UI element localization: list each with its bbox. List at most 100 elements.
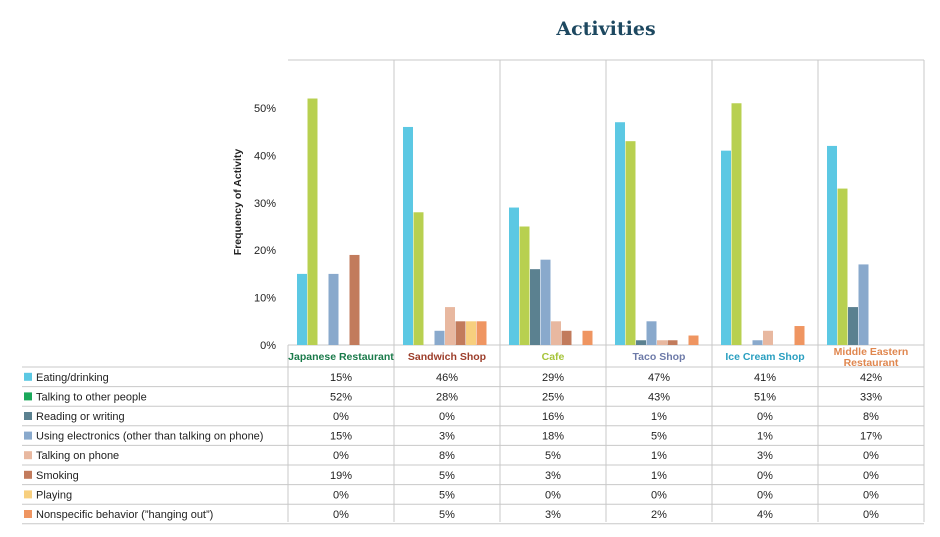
table-cell: 8% — [439, 450, 455, 462]
table-cell: 17% — [860, 431, 882, 443]
table-cell: 0% — [545, 489, 561, 501]
bar — [519, 226, 530, 345]
bar — [721, 150, 731, 345]
bar — [403, 126, 413, 346]
legend-marker — [24, 431, 32, 440]
bar — [827, 145, 837, 345]
bar — [752, 340, 763, 345]
row-label: Talking to other people — [36, 391, 147, 403]
table-cell: 25% — [542, 391, 564, 403]
row-label: Smoking — [36, 470, 79, 482]
y-tick-label: 50% — [254, 103, 276, 115]
table-cell: 18% — [542, 431, 564, 443]
bar — [561, 330, 572, 345]
row-label: Eating/drinking — [36, 372, 109, 384]
table-cell: 42% — [860, 372, 882, 384]
bar — [688, 335, 699, 345]
table-cell: 19% — [330, 470, 352, 482]
table-cell: 47% — [648, 372, 670, 384]
row-label: Reading or writing — [36, 411, 125, 423]
bar — [413, 212, 424, 345]
table-cell: 0% — [333, 509, 349, 521]
y-tick-label: 40% — [254, 150, 276, 162]
table-cell: 1% — [757, 431, 773, 443]
bar — [297, 273, 307, 345]
bar — [540, 259, 551, 345]
legend-marker — [24, 510, 32, 518]
category-label: Ice Cream Shop — [725, 351, 804, 363]
table-cell: 29% — [542, 372, 564, 384]
legend-marker — [24, 412, 32, 420]
bar — [328, 273, 339, 345]
legend-marker — [24, 372, 32, 381]
bar — [615, 122, 625, 345]
bar — [667, 340, 678, 345]
table-cell: 1% — [651, 450, 667, 462]
table-cell: 5% — [545, 450, 561, 462]
row-label: Using electronics (other than talking on… — [36, 431, 263, 443]
table-cell: 46% — [436, 372, 458, 384]
table-cell: 0% — [333, 489, 349, 501]
table-cell: 15% — [330, 372, 352, 384]
table-cell: 0% — [757, 489, 773, 501]
table-cell: 3% — [545, 470, 561, 482]
bar — [858, 264, 869, 345]
table-cell: 5% — [439, 509, 455, 521]
bar — [646, 321, 657, 345]
bar — [476, 321, 487, 345]
category-label: Japanese Restaurant — [288, 351, 394, 363]
table-cell: 16% — [542, 411, 564, 423]
table-cell: 52% — [330, 391, 352, 403]
bar — [349, 254, 360, 345]
bar — [848, 307, 858, 345]
bar — [307, 98, 318, 346]
table-cell: 0% — [863, 470, 879, 482]
table-cell: 4% — [757, 509, 773, 521]
table-cell: 1% — [651, 411, 667, 423]
table-cell: 33% — [860, 391, 882, 403]
table-cell: 0% — [757, 470, 773, 482]
table-cell: 28% — [436, 391, 458, 403]
row-label: Playing — [36, 489, 72, 501]
table-cell: 5% — [439, 470, 455, 482]
category-label: Cafe — [542, 351, 565, 363]
y-axis-label: Frequency of Activity — [232, 149, 244, 256]
bar — [794, 326, 805, 345]
table-cell: 41% — [754, 372, 776, 384]
table-cell: 0% — [333, 450, 349, 462]
bar — [731, 103, 742, 345]
table-cell: 3% — [439, 431, 455, 443]
category-label: Sandwich Shop — [408, 351, 486, 363]
bar — [551, 321, 561, 345]
row-label: Nonspecific behavior (”hanging out”) — [36, 509, 213, 521]
table-cell: 5% — [651, 431, 667, 443]
table-cell: 3% — [545, 509, 561, 521]
bar — [530, 269, 540, 345]
bar — [657, 340, 667, 345]
table-cell: 0% — [439, 411, 455, 423]
bar — [509, 207, 519, 345]
y-tick-label: 10% — [254, 293, 276, 305]
category-label-line1: Middle Eastern — [834, 346, 909, 358]
y-tick-label: 30% — [254, 198, 276, 210]
bar — [445, 307, 455, 345]
bar — [625, 141, 636, 345]
table-cell: 0% — [863, 509, 879, 521]
table-cell: 0% — [757, 411, 773, 423]
table-cell: 3% — [757, 450, 773, 462]
legend-marker — [24, 392, 32, 401]
table-cell: 5% — [439, 489, 455, 501]
y-tick-label: 0% — [260, 340, 276, 352]
table-cell: 51% — [754, 391, 776, 403]
table-cell: 15% — [330, 431, 352, 443]
category-label-line2: Restaurant — [844, 357, 899, 369]
legend-marker — [24, 470, 32, 479]
bar — [763, 330, 773, 345]
bar — [434, 330, 445, 345]
bar — [466, 321, 476, 345]
chart-title: Activities — [556, 18, 656, 40]
table-cell: 8% — [863, 411, 879, 423]
category-label: Taco Shop — [633, 351, 686, 363]
legend-marker — [24, 451, 32, 460]
